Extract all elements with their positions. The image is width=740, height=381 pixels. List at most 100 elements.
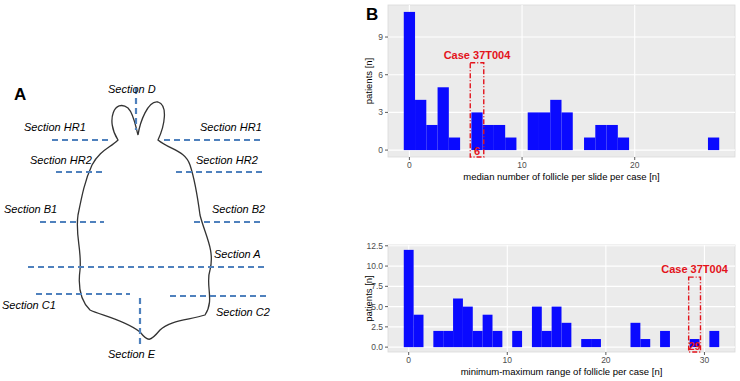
- bar: [433, 331, 443, 347]
- bar: [516, 150, 527, 151]
- bar: [708, 138, 719, 151]
- bar: [591, 339, 601, 347]
- bar: [674, 150, 685, 151]
- histogram: 0.02.55.07.510.012.50102030Case 37T00429…: [363, 241, 735, 377]
- section-line: [56, 171, 104, 173]
- grid-line: [388, 74, 735, 75]
- tick-mark: [385, 245, 388, 246]
- bar: [505, 138, 516, 151]
- section-label: Section B2: [212, 203, 265, 215]
- section-label: Section B1: [4, 203, 57, 215]
- bar: [443, 331, 453, 347]
- tick-mark: [385, 37, 388, 38]
- section-line: [36, 293, 130, 295]
- tick-mark: [385, 112, 388, 113]
- bar: [618, 138, 629, 151]
- grid-line: [634, 5, 635, 157]
- tick-label: 9: [378, 32, 383, 42]
- grid-line: [388, 245, 735, 246]
- bar: [426, 125, 437, 150]
- histogram: 036901020Case 37T0046median number of fo…: [363, 5, 735, 182]
- section-label: Section C2: [216, 306, 270, 318]
- section-line: [170, 295, 266, 297]
- bar: [483, 315, 493, 347]
- tick-mark: [385, 306, 388, 307]
- bar: [631, 323, 641, 347]
- section-label: Section HR2: [30, 154, 92, 166]
- grid-line: [507, 245, 508, 352]
- bar: [492, 331, 502, 347]
- section-label: Section D: [108, 83, 156, 95]
- bar: [697, 150, 708, 151]
- bar: [621, 347, 631, 348]
- section-label: Section HR1: [200, 121, 262, 133]
- bars: [404, 12, 719, 150]
- bar: [670, 347, 680, 348]
- bar: [532, 307, 542, 348]
- panel-a: ASection DSection HR1Section HR1Section …: [2, 83, 270, 360]
- tick-mark: [385, 150, 388, 151]
- bar: [663, 150, 674, 151]
- bar: [473, 331, 483, 347]
- tissue-outline: [77, 102, 211, 339]
- bar: [550, 100, 561, 150]
- bar: [640, 339, 650, 347]
- tick-label: 0: [378, 145, 383, 155]
- axis-title: patients [n]: [363, 58, 374, 104]
- tick-label: 10: [517, 160, 527, 170]
- bar: [595, 125, 606, 150]
- grid-line: [704, 245, 705, 352]
- bar: [573, 150, 584, 151]
- section-label: Section HR2: [196, 154, 258, 166]
- bar: [522, 347, 532, 348]
- tick-label: 0: [406, 355, 411, 365]
- tick-mark: [385, 286, 388, 287]
- axis-title: median number of follicle per slide per …: [463, 171, 659, 182]
- bar: [539, 112, 550, 150]
- annotation-box: [689, 277, 701, 352]
- bar: [611, 347, 621, 348]
- bar: [404, 250, 414, 347]
- bar: [581, 339, 591, 347]
- bar: [528, 112, 539, 150]
- plot-area: [388, 5, 735, 157]
- bar: [438, 87, 449, 150]
- bar: [571, 347, 581, 348]
- plot-area: [388, 245, 735, 352]
- section-label: Section E: [108, 348, 156, 360]
- tick-label: 2.5: [371, 322, 383, 332]
- tick-label: 10: [503, 355, 513, 365]
- section-label: Section C1: [2, 299, 56, 311]
- annotation-text: Case 37T004: [444, 49, 512, 61]
- section-line: [164, 139, 262, 141]
- bar: [562, 323, 572, 347]
- tick-label: 20: [601, 355, 611, 365]
- annotation-box: [470, 63, 484, 157]
- bar: [562, 112, 573, 150]
- bar: [449, 138, 460, 151]
- panel-label: A: [14, 85, 26, 104]
- tick-label: 0.0: [371, 342, 383, 352]
- bar: [404, 12, 415, 150]
- section-line: [139, 298, 141, 344]
- bar: [494, 125, 505, 150]
- bar: [414, 315, 424, 347]
- bar: [542, 331, 552, 347]
- panel-label: B: [366, 5, 378, 24]
- tick-mark: [385, 326, 388, 327]
- bar: [709, 331, 719, 347]
- axis-title: minimum-maximum range of follicle per ca…: [461, 366, 663, 377]
- section-line: [176, 171, 262, 173]
- tick-mark: [385, 347, 388, 348]
- bar: [650, 347, 660, 348]
- figure: ASection DSection HR1Section HR1Section …: [0, 0, 740, 381]
- tick-mark: [385, 266, 388, 267]
- tick-label: 20: [630, 160, 640, 170]
- bar: [685, 150, 696, 151]
- bar: [660, 331, 670, 347]
- section-line: [194, 221, 262, 223]
- grid-line: [388, 286, 735, 287]
- bar: [640, 150, 651, 151]
- bar: [502, 347, 512, 348]
- bar: [607, 125, 618, 150]
